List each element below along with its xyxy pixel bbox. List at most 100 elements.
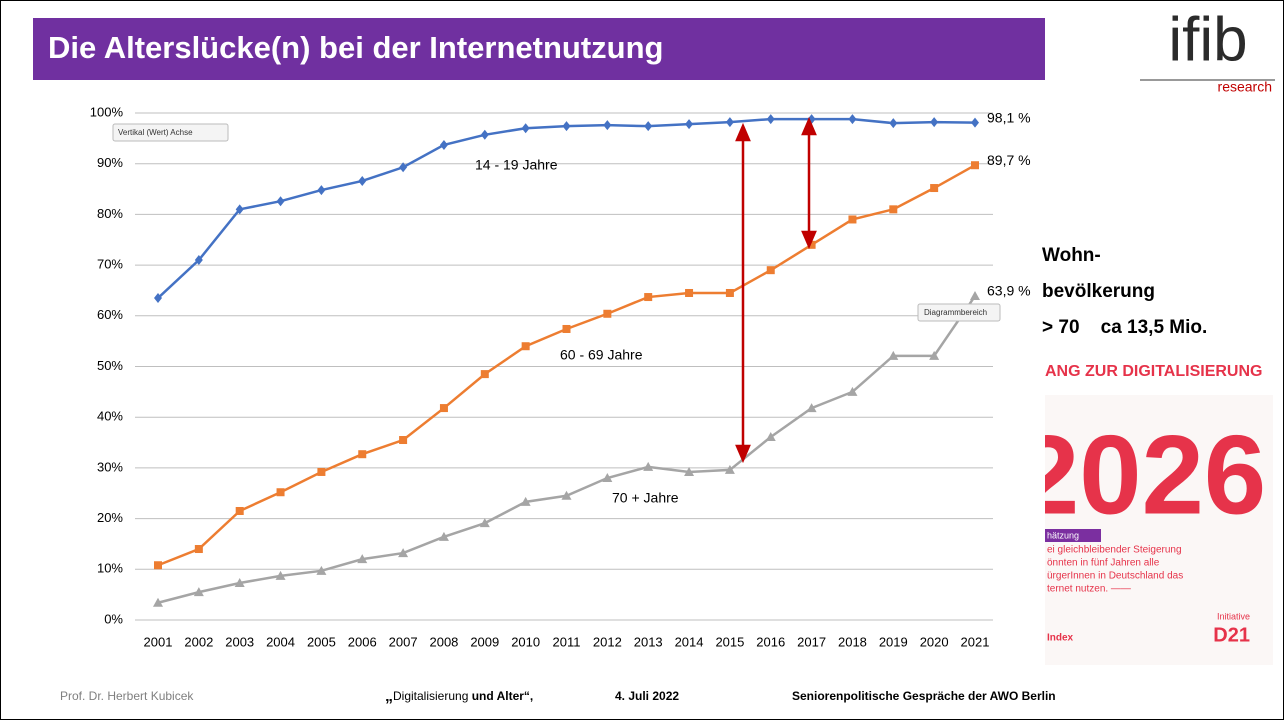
x-tick-label: 2002 (184, 634, 213, 649)
point (439, 404, 448, 413)
y-tick-label: 50% (97, 358, 123, 373)
point (194, 255, 203, 266)
point (562, 324, 571, 333)
report-line: ternet nutzen. —— (1047, 584, 1131, 595)
report-cover: ANG ZUR DIGITALISIERUNG 2026 hätzung ei … (1045, 363, 1273, 665)
point (971, 117, 979, 128)
point (643, 461, 654, 471)
x-tick-label: 2018 (838, 634, 867, 649)
point (521, 342, 530, 351)
x-tick-label: 2008 (429, 634, 458, 649)
x-tick-label: 2009 (470, 634, 499, 649)
report-heading: ANG ZUR DIGITALISIERUNG (1045, 363, 1262, 380)
logo: ifib (1168, 5, 1247, 74)
series-label: 60 - 69 Jahre (560, 347, 643, 363)
x-tick-label: 2005 (307, 634, 336, 649)
point (930, 117, 939, 128)
point (929, 350, 940, 360)
point (316, 565, 327, 575)
point (520, 496, 531, 506)
point (399, 436, 408, 445)
title-bar (33, 18, 1045, 80)
point (806, 403, 817, 413)
point (276, 196, 285, 207)
report-line: ei gleichbleibender Steigerung (1047, 545, 1182, 556)
value-label: 98,1 % (987, 109, 1031, 125)
point (848, 114, 857, 125)
report-initiative: Initiative (1217, 611, 1250, 621)
point (970, 291, 980, 301)
x-tick-label: 2020 (920, 634, 949, 649)
y-tick-label: 20% (97, 510, 123, 525)
plot: 0% 10% 20% 30% 40% 50% 60% 70% 80% 90% 100% 2001 200… (90, 104, 1031, 649)
y-tick-label: 40% (97, 409, 123, 424)
point (685, 288, 694, 297)
point (889, 205, 898, 214)
quote: „ (385, 688, 393, 705)
point (724, 464, 735, 474)
x-tick-label: 2007 (389, 634, 418, 649)
footer-date: 4. Juli 2022 (615, 689, 679, 703)
point (358, 175, 367, 186)
talk-rest: und Alter“, (468, 689, 533, 703)
point (194, 545, 203, 554)
point (357, 554, 368, 564)
talk-title: Digitalisierung (393, 689, 468, 703)
report-line: önnten in fünf Jahren alle (1047, 558, 1160, 569)
point (480, 370, 489, 379)
point (971, 161, 979, 170)
point (480, 129, 489, 140)
point (765, 431, 776, 441)
point (725, 288, 734, 297)
point (848, 215, 857, 224)
y-tick-label: 100% (90, 104, 124, 119)
point (685, 119, 694, 130)
point (766, 266, 775, 275)
series-label: 14 - 19 Jahre (475, 157, 558, 173)
x-tick-label: 2011 (553, 634, 581, 649)
y-tick-label: 80% (97, 206, 123, 221)
point (807, 240, 816, 249)
point (153, 597, 163, 607)
point (276, 488, 285, 497)
y-tick-label: 0% (104, 611, 123, 626)
x-tick-label: 2014 (675, 634, 704, 649)
point (438, 531, 449, 541)
point (521, 123, 530, 134)
report-brand: D21 (1213, 624, 1250, 646)
value-label: 63,9 % (987, 283, 1031, 299)
point (193, 587, 204, 597)
x-tick-label: 2012 (593, 634, 622, 649)
y-tick-label: 70% (97, 257, 123, 272)
tooltip-box (917, 303, 1001, 322)
side-note: bevölkerung (1042, 281, 1155, 302)
tooltip-box (112, 123, 229, 142)
side-note: > 70 ca 13,5 Mio. (1042, 317, 1207, 338)
x-tick-label: 2004 (266, 634, 295, 649)
point (439, 139, 448, 150)
point (317, 185, 326, 196)
point (358, 450, 367, 459)
report-tag-bg (1045, 529, 1101, 542)
gap-arrows (735, 116, 817, 464)
report-index: Index (1047, 633, 1074, 644)
x-tick-label: 2001 (144, 634, 173, 649)
point (154, 561, 162, 570)
point (725, 117, 734, 128)
point (766, 114, 775, 125)
value-label: 89,7 % (987, 152, 1031, 168)
point (317, 467, 326, 476)
report-tag: hätzung (1047, 530, 1079, 540)
x-tick-label: 2021 (961, 634, 990, 649)
point (847, 386, 858, 396)
point (398, 548, 409, 558)
x-tick-label: 2013 (634, 634, 663, 649)
x-tick-label: 2019 (879, 634, 908, 649)
point (561, 490, 572, 500)
tooltip: Diagrammbereich (924, 308, 987, 317)
x-tick-label: 2010 (511, 634, 540, 649)
x-tick-label: 2015 (715, 634, 744, 649)
point (888, 350, 899, 360)
y-tick-label: 60% (97, 307, 123, 322)
footer-talk: „Digitalisierung und Alter“, (385, 688, 533, 705)
